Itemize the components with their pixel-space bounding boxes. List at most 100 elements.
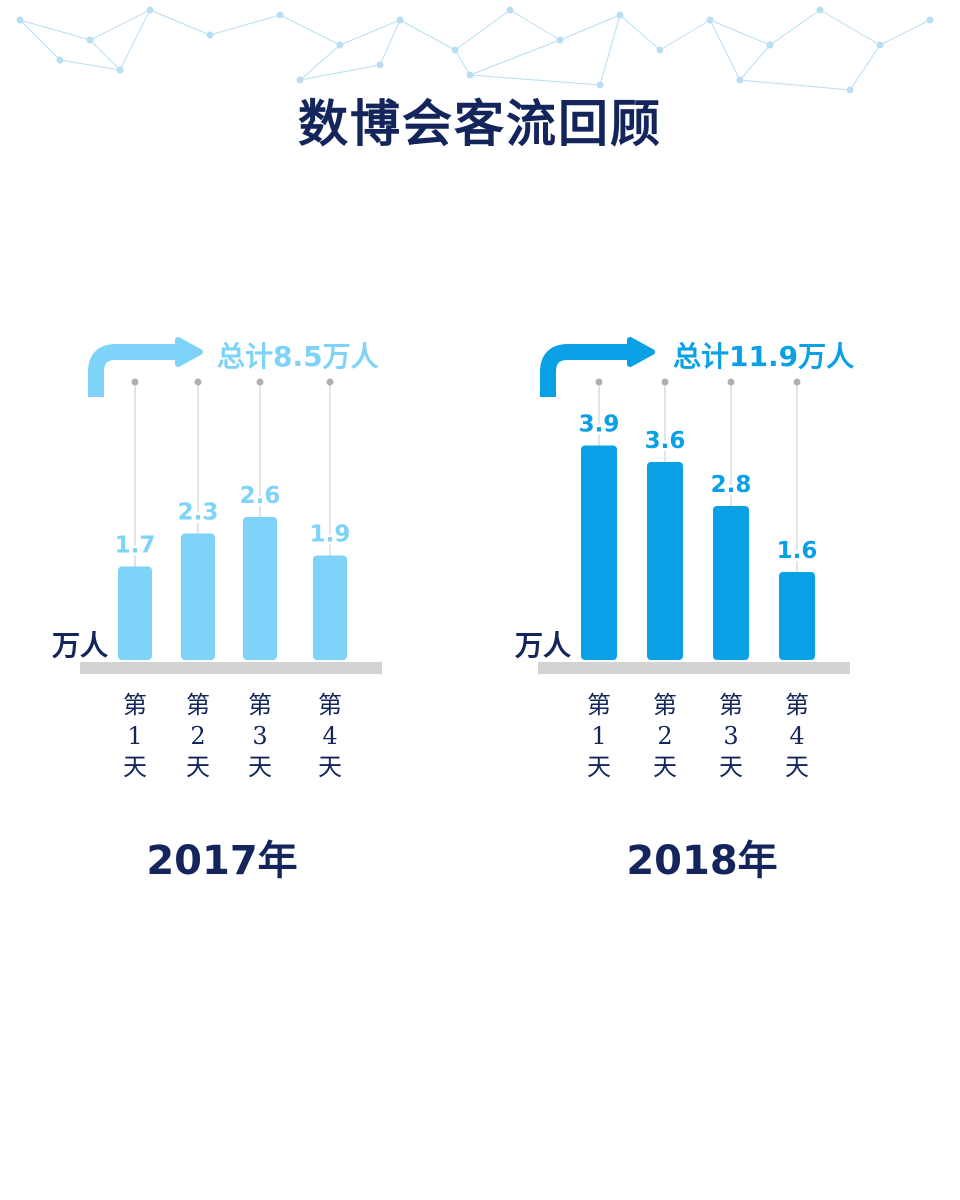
value-label: 1.9 bbox=[310, 522, 351, 548]
network-link bbox=[399, 19, 456, 51]
total-arrow bbox=[540, 344, 630, 397]
total-arrow-head bbox=[627, 337, 655, 367]
network-link bbox=[454, 9, 511, 51]
network-link bbox=[89, 9, 151, 41]
network-node bbox=[276, 11, 284, 19]
value-label: 1.6 bbox=[777, 538, 818, 564]
network-node bbox=[656, 46, 664, 54]
network-node bbox=[396, 16, 404, 24]
network-link bbox=[89, 39, 121, 71]
network-link bbox=[209, 14, 281, 36]
guide-dot bbox=[793, 378, 801, 386]
chart-0: 1.71.72.32.32.62.61.91.9 bbox=[80, 337, 382, 674]
network-link bbox=[739, 79, 851, 91]
value-label-halo: 2.6 bbox=[240, 483, 281, 509]
value-label-halo: 3.9 bbox=[579, 412, 620, 438]
bar bbox=[647, 462, 683, 660]
guide-dot bbox=[131, 378, 139, 386]
network-node bbox=[336, 41, 344, 49]
network-node bbox=[296, 76, 304, 84]
value-label-halo: 2.3 bbox=[178, 500, 219, 526]
network-link bbox=[709, 19, 771, 46]
network-link bbox=[299, 64, 381, 81]
guide-dot bbox=[595, 378, 603, 386]
network-link bbox=[659, 19, 711, 51]
value-label-halo: 1.7 bbox=[115, 533, 156, 559]
network-link bbox=[59, 59, 121, 71]
bar bbox=[713, 506, 749, 660]
network-link bbox=[299, 44, 341, 81]
total-label: 总计11.9万人 bbox=[673, 340, 855, 373]
network-link bbox=[709, 19, 741, 81]
total-label: 总计8.5万人 bbox=[217, 340, 379, 373]
network-link bbox=[849, 44, 881, 91]
page-title: 数博会客流回顾 bbox=[298, 95, 662, 153]
network-link bbox=[339, 19, 401, 46]
baseline bbox=[538, 662, 850, 674]
year-label: 2018年 bbox=[626, 838, 778, 884]
network-node bbox=[16, 16, 24, 24]
network-link bbox=[599, 14, 621, 86]
network-node bbox=[596, 81, 604, 89]
value-label-halo: 3.6 bbox=[645, 428, 686, 454]
network-node bbox=[86, 36, 94, 44]
network-link bbox=[619, 14, 661, 51]
baseline bbox=[80, 662, 382, 674]
guide-dot bbox=[194, 378, 202, 386]
guide-dot bbox=[727, 378, 735, 386]
guide-dot bbox=[661, 378, 669, 386]
network-node bbox=[56, 56, 64, 64]
network-link bbox=[769, 9, 821, 46]
year-label: 2017年 bbox=[146, 838, 298, 884]
bar bbox=[581, 445, 617, 660]
value-label-halo: 1.6 bbox=[777, 538, 818, 564]
network-link bbox=[19, 19, 91, 41]
network-link bbox=[739, 44, 771, 81]
network-node bbox=[376, 61, 384, 69]
network-node bbox=[846, 86, 854, 94]
network-link bbox=[119, 9, 151, 71]
network-node bbox=[876, 41, 884, 49]
unit-label: 万人 bbox=[52, 629, 109, 662]
value-label: 3.6 bbox=[645, 428, 686, 454]
network-link bbox=[279, 14, 341, 46]
network-link bbox=[379, 19, 401, 66]
unit-label: 万人 bbox=[515, 629, 572, 662]
bar bbox=[779, 572, 815, 660]
network-node bbox=[506, 6, 514, 14]
network-node bbox=[616, 11, 624, 19]
network-decoration bbox=[16, 6, 934, 94]
network-link bbox=[879, 19, 931, 46]
value-label-halo: 1.9 bbox=[310, 522, 351, 548]
bar bbox=[181, 533, 215, 660]
value-label: 2.8 bbox=[711, 472, 752, 498]
total-arrow-head bbox=[175, 337, 203, 367]
bar bbox=[118, 566, 152, 660]
network-link bbox=[559, 14, 621, 41]
value-label: 2.6 bbox=[240, 483, 281, 509]
value-label: 3.9 bbox=[579, 412, 620, 438]
network-node bbox=[766, 41, 774, 49]
guide-dot bbox=[256, 378, 264, 386]
total-arrow bbox=[88, 344, 178, 397]
network-node bbox=[556, 36, 564, 44]
network-node bbox=[206, 31, 214, 39]
bar bbox=[243, 517, 277, 660]
network-node bbox=[706, 16, 714, 24]
network-node bbox=[736, 76, 744, 84]
network-link bbox=[19, 19, 61, 61]
network-node bbox=[926, 16, 934, 24]
network-node bbox=[146, 6, 154, 14]
guide-dot bbox=[326, 378, 334, 386]
network-link bbox=[149, 9, 211, 36]
network-link bbox=[469, 39, 561, 76]
network-link bbox=[819, 9, 881, 46]
